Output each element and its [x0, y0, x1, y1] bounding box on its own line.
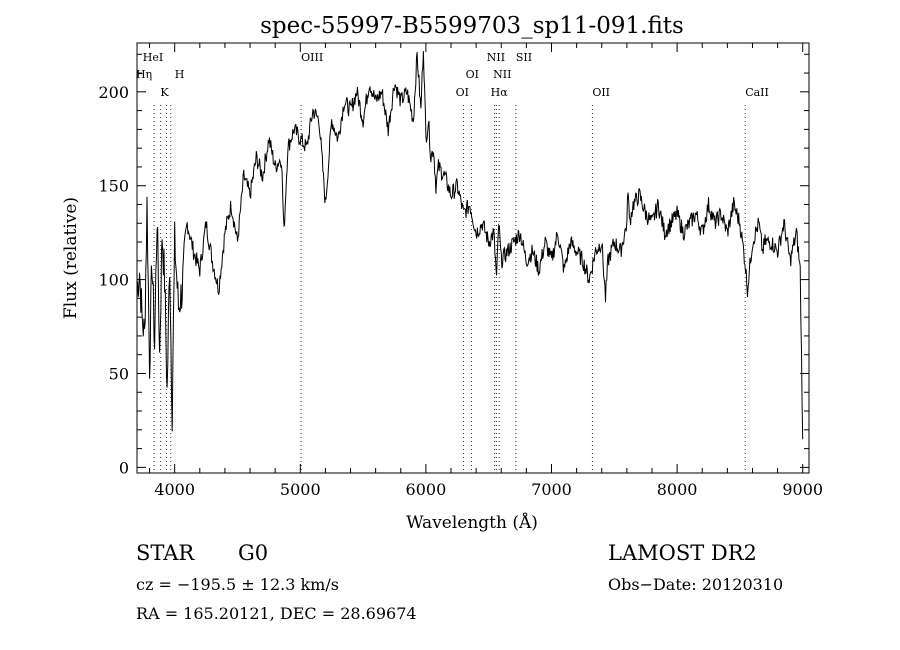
line-label: K	[160, 86, 169, 99]
line-label: Hα	[491, 86, 509, 99]
line-label: CaII	[745, 86, 769, 99]
line-label: OIII	[301, 51, 323, 64]
spectrum-line	[136, 51, 804, 440]
line-label: NII	[487, 51, 505, 64]
line-label: OI	[456, 86, 469, 99]
object-subclass: G0	[238, 541, 269, 565]
x-tick-label: 5000	[280, 480, 321, 499]
x-axis-ticks: 4000 5000 6000 7000 8000 9000	[149, 43, 823, 499]
x-tick-label: 9000	[782, 480, 823, 499]
line-label: SII	[516, 51, 532, 64]
x-tick-label: 7000	[531, 480, 572, 499]
x-tick-label: 4000	[154, 480, 195, 499]
observation-date: Obs−Date: 20120310	[608, 575, 784, 594]
line-label: OI	[466, 68, 479, 81]
y-tick-label: 200	[98, 83, 129, 102]
line-label: H	[175, 68, 185, 81]
y-axis-label: Flux (relative)	[61, 197, 81, 319]
object-class: STAR	[136, 541, 195, 565]
x-tick-label: 8000	[657, 480, 698, 499]
line-label: OII	[592, 86, 610, 99]
y-tick-label: 150	[98, 177, 129, 196]
x-tick-label: 6000	[406, 480, 447, 499]
coordinates: RA = 165.20121, DEC = 28.69674	[136, 604, 417, 623]
y-axis-ticks: 0 50 100 150 200	[98, 53, 809, 477]
plot-frame	[136, 42, 810, 474]
y-tick-label: 0	[119, 458, 129, 477]
emission-line-labels: HeI Hη HK OIII OI OI NII NII Hα SII OII CaII	[136, 51, 769, 99]
y-tick-label: 50	[109, 364, 129, 383]
y-tick-label: 100	[98, 271, 129, 290]
line-label: Hη	[136, 68, 152, 81]
line-label: NII	[493, 68, 511, 81]
chart-title: spec-55997-B5599703_sp11-091.fits	[260, 13, 684, 39]
line-label: HeI	[143, 51, 163, 64]
redshift-value: cz = −195.5 ± 12.3 km/s	[136, 575, 339, 594]
x-axis-label: Wavelength (Å)	[406, 512, 538, 533]
emission-line-markers	[153, 105, 746, 473]
survey-name: LAMOST DR2	[608, 541, 757, 565]
